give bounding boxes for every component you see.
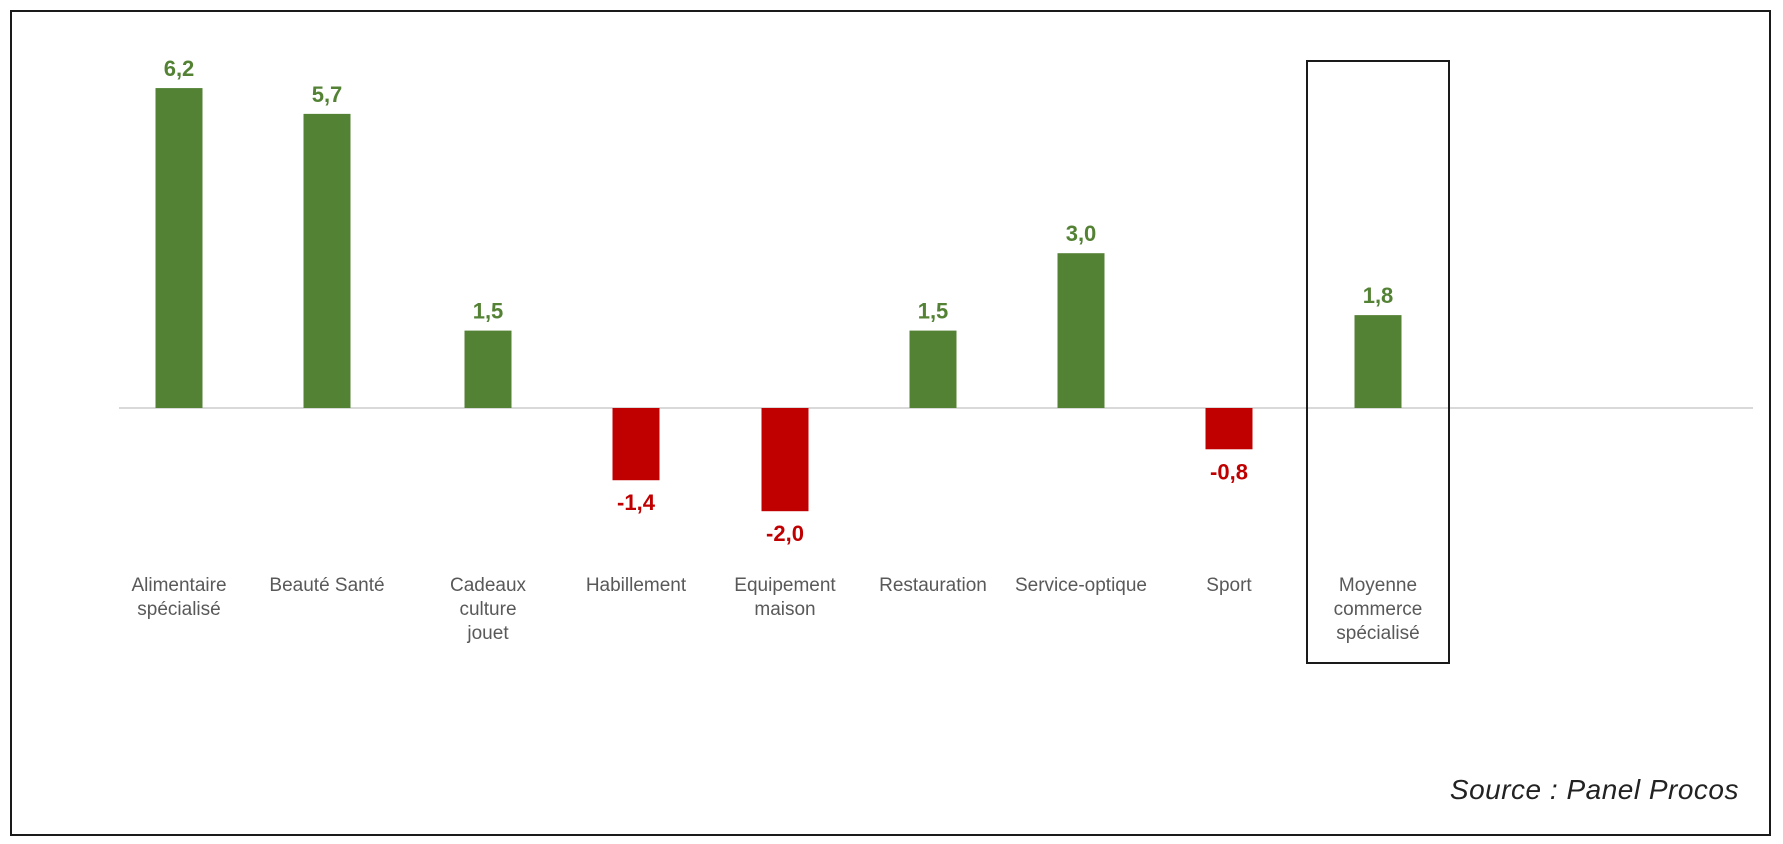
data-label-7: -0,8 — [1210, 459, 1248, 484]
average-highlight-box — [1306, 60, 1450, 664]
data-label-6: 3,0 — [1066, 221, 1097, 246]
category-label-0-line-0: Alimentaire — [131, 575, 226, 596]
category-label-2-line-1: culture — [459, 599, 516, 620]
bar-5 — [909, 330, 957, 408]
category-label-8-line-0: Moyenne — [1339, 575, 1417, 596]
category-label-6: Service-optique — [1015, 575, 1147, 596]
category-label-2-line-2: jouet — [466, 623, 509, 644]
category-label-3: Habillement — [586, 575, 687, 596]
source-note: Source : Panel Procos — [1449, 774, 1739, 805]
data-label-0: 6,2 — [164, 56, 195, 81]
data-label-2: 1,5 — [473, 299, 504, 324]
bar-8 — [1354, 315, 1402, 408]
bar-chart: 6,2 Alimentaire spécialisé 5,7 Beauté Santé 1… — [119, 56, 1753, 664]
category-label-4-line-1: maison — [754, 599, 815, 620]
bar-1 — [303, 113, 351, 408]
category-label-5: Restauration — [879, 575, 987, 596]
chart-frame: 6,2 Alimentaire spécialisé 5,7 Beauté Santé 1… — [10, 10, 1771, 836]
category-label-7: Sport — [1206, 575, 1252, 596]
category-label-1: Beauté Santé — [269, 575, 384, 596]
bar-4 — [761, 408, 809, 512]
bar-2 — [464, 330, 512, 408]
data-label-1: 5,7 — [312, 82, 343, 107]
bar-6 — [1057, 253, 1105, 408]
bar-7 — [1205, 408, 1253, 450]
category-label-0-line-1: spécialisé — [137, 599, 220, 620]
data-label-3: -1,4 — [617, 490, 656, 515]
category-label-8-line-2: spécialisé — [1336, 623, 1419, 644]
data-label-5: 1,5 — [918, 299, 949, 324]
bar-0 — [155, 88, 203, 408]
data-label-8: 1,8 — [1363, 283, 1394, 308]
category-label-4-line-0: Equipement — [734, 575, 836, 596]
category-label-2-line-0: Cadeaux — [450, 575, 527, 596]
data-label-4: -2,0 — [766, 521, 804, 546]
bar-3 — [612, 408, 660, 481]
category-label-8-line-1: commerce — [1334, 599, 1423, 620]
